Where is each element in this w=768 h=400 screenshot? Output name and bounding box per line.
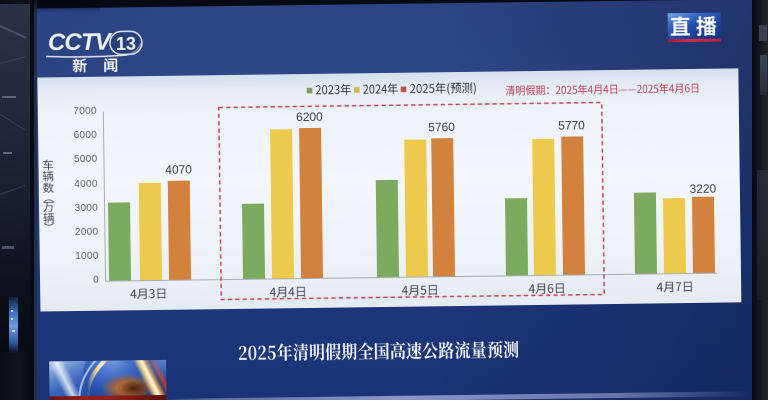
svg-text:13: 13 (116, 34, 136, 54)
